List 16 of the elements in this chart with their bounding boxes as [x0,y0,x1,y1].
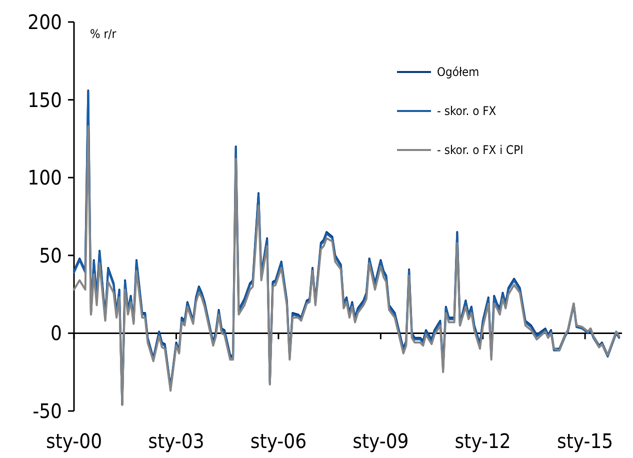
y-tick-label: 150 [28,88,62,112]
x-tick-label: sty-06 [250,429,307,453]
y-tick-label: 100 [28,166,62,190]
x-tick-label: sty-00 [46,429,102,453]
y-tick-label: -50 [32,399,62,423]
y-axis-title: % r/r [90,27,117,41]
y-tick-label: 50 [39,243,62,268]
y-tick-label: 200 [28,10,62,34]
legend-label: Ogółem [437,65,480,80]
x-tick-label: sty-12 [454,429,511,453]
x-tick-label: sty-09 [352,429,409,453]
legend-label: - skor. o FX i CPI [437,143,524,158]
legend-label: - skor. o FX [437,104,497,118]
x-tick-label: sty-03 [148,429,204,453]
y-tick-label: 0 [50,321,62,346]
x-tick-label: sty-15 [557,429,614,453]
